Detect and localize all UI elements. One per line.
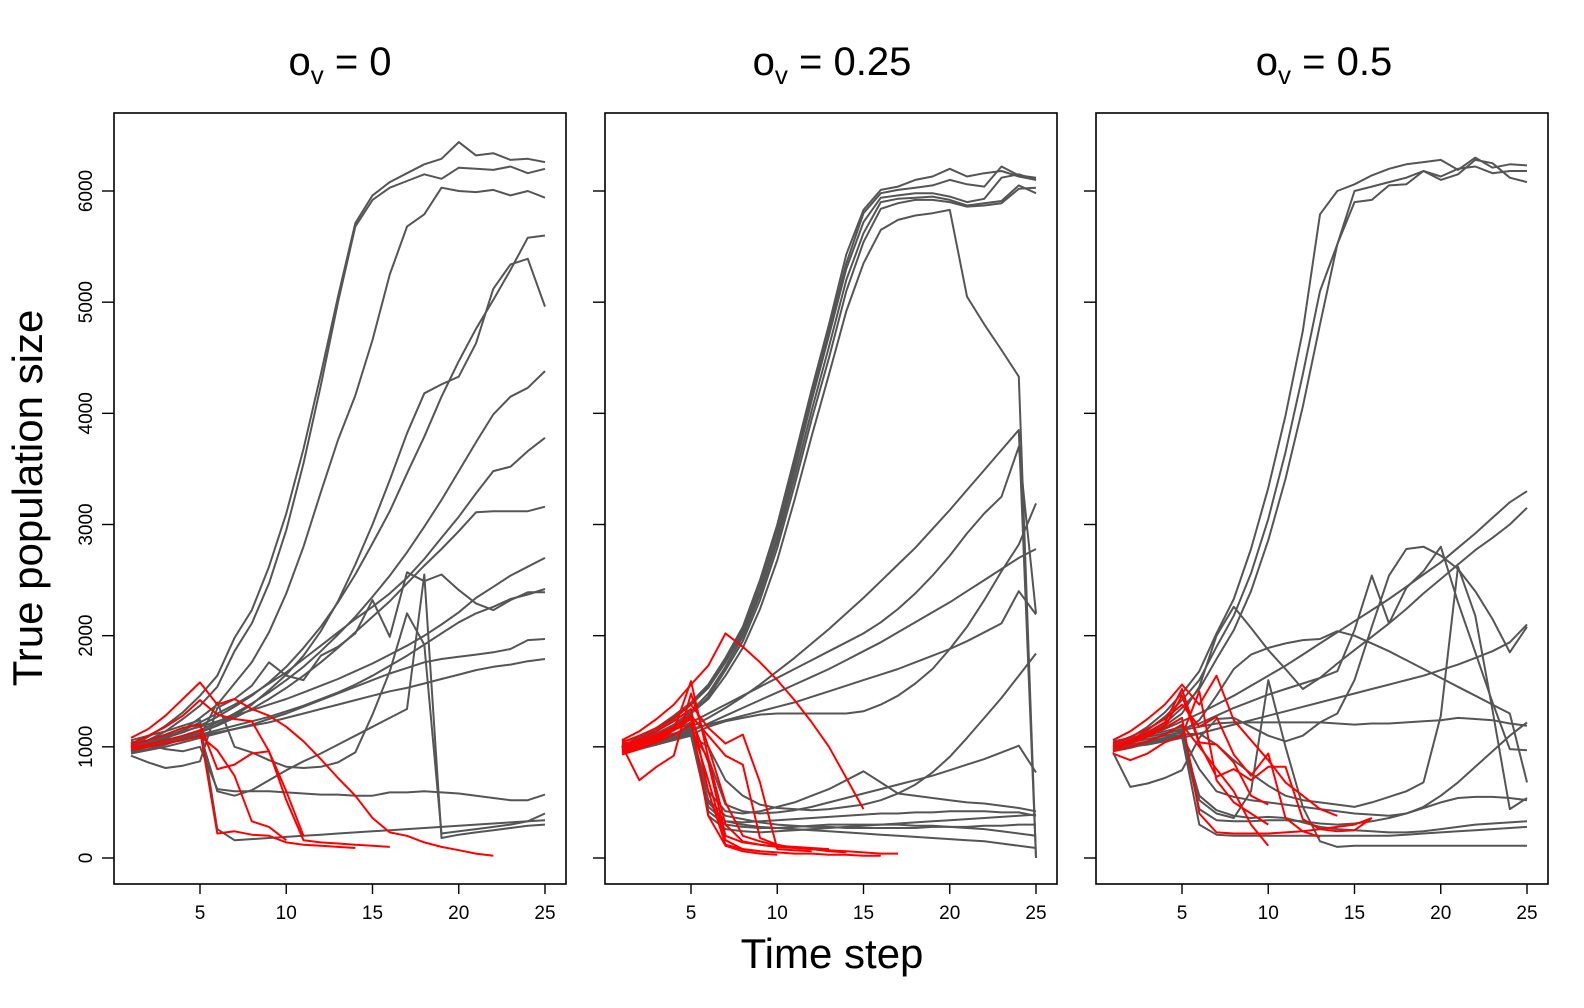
x-tick-label: 15 xyxy=(1344,903,1365,924)
persisting-trajectory xyxy=(1112,545,1528,788)
y-axis-label: True population size xyxy=(4,310,51,687)
extinct-trajectory xyxy=(1112,703,1321,838)
x-tick-label: 20 xyxy=(939,903,960,924)
persisting-trajectory xyxy=(1112,734,1528,834)
extinct-trajectory xyxy=(621,703,812,853)
persisting-trajectory xyxy=(1112,165,1527,749)
panel-3: 5 10 15 20 25 xyxy=(1084,112,1549,924)
persisting-trajectory xyxy=(621,208,1037,859)
panel-title-1: ov = 0 xyxy=(288,40,391,90)
panel-title-2: ov = 0.25 xyxy=(753,40,912,90)
x-axis-label: Time step xyxy=(741,930,924,977)
y-tick-label: 3000 xyxy=(76,503,97,545)
extinct-trajectory xyxy=(1112,690,1269,826)
x-tick-label: 5 xyxy=(1177,903,1188,924)
x-tick-label: 25 xyxy=(534,903,555,924)
persisting-trajectory xyxy=(1112,735,1528,837)
persisting-trajectory xyxy=(130,719,546,842)
persisting-trajectory xyxy=(130,141,546,748)
persisting-trajectory xyxy=(621,167,1037,748)
persisting-trajectory xyxy=(1112,679,1527,848)
x-tick-label: 5 xyxy=(195,903,206,924)
persisting-trajectory xyxy=(130,638,546,755)
x-tick-label: 20 xyxy=(1430,903,1451,924)
persisting-trajectory xyxy=(621,429,1037,859)
persisting-trajectory xyxy=(621,184,1037,749)
plot-frame xyxy=(604,112,1058,885)
y-tick-label: 6000 xyxy=(76,170,97,212)
x-tick-label: 25 xyxy=(1516,903,1537,924)
persisting-trajectory xyxy=(621,173,1037,747)
extinct-trajectory xyxy=(130,681,494,857)
x-tick-label: 10 xyxy=(767,903,788,924)
persisting-trajectory xyxy=(130,505,546,754)
persisting-trajectory xyxy=(130,165,546,749)
persisting-trajectory xyxy=(130,557,546,745)
persisting-trajectory xyxy=(1112,630,1528,783)
extinct-trajectory xyxy=(1112,674,1338,817)
extinct-trajectory xyxy=(621,632,865,810)
y-tick-label: 4000 xyxy=(76,392,97,434)
extinct-trajectory xyxy=(130,723,390,848)
persisting-trajectory xyxy=(130,186,546,753)
x-tick-label: 15 xyxy=(362,903,383,924)
y-tick-label: 0 xyxy=(76,853,97,864)
panel-2: 5 10 15 20 25 xyxy=(593,112,1058,924)
extinct-trajectory xyxy=(1112,716,1373,835)
plot-frame xyxy=(113,112,567,885)
persisting-trajectory xyxy=(621,165,1037,751)
plot-frame xyxy=(1095,112,1549,885)
persisting-trajectory xyxy=(1112,156,1528,748)
persisting-trajectory xyxy=(621,730,1037,815)
extinct-trajectory xyxy=(130,729,356,849)
extinct-trajectory xyxy=(130,734,287,841)
extinct-trajectory xyxy=(621,692,830,851)
persisting-trajectory xyxy=(621,729,1036,829)
persisting-trajectory xyxy=(621,734,1037,837)
extinct-trajectory xyxy=(1112,694,1373,833)
x-tick-label: 20 xyxy=(448,903,469,924)
panel-1: 0 1000 2000 3000 4000 5000 6000 5 10 15 20 25 xyxy=(76,112,567,924)
x-tick-label: 15 xyxy=(853,903,874,924)
persisting-trajectory xyxy=(130,571,545,769)
panel-title-3: ov = 0.5 xyxy=(1256,40,1392,90)
x-tick-label: 10 xyxy=(276,903,297,924)
y-tick-label: 5000 xyxy=(76,281,97,323)
persisting-trajectory xyxy=(621,731,1037,815)
persisting-trajectory xyxy=(621,186,1037,752)
y-tick-label: 1000 xyxy=(76,726,97,768)
x-tick-label: 10 xyxy=(1258,903,1279,924)
persisting-trajectory xyxy=(621,728,1037,849)
persisting-trajectory xyxy=(130,740,546,802)
extinct-trajectory xyxy=(621,718,778,856)
x-tick-label: 5 xyxy=(686,903,697,924)
persisting-trajectory xyxy=(130,257,546,751)
persisting-trajectory xyxy=(1112,731,1528,826)
persisting-trajectory xyxy=(1112,158,1528,752)
y-tick-label: 2000 xyxy=(76,615,97,657)
panels: 0 1000 2000 3000 4000 5000 6000 5 10 15 20 25 5 10 15 2… xyxy=(76,112,1549,924)
x-tick-label: 25 xyxy=(1025,903,1046,924)
